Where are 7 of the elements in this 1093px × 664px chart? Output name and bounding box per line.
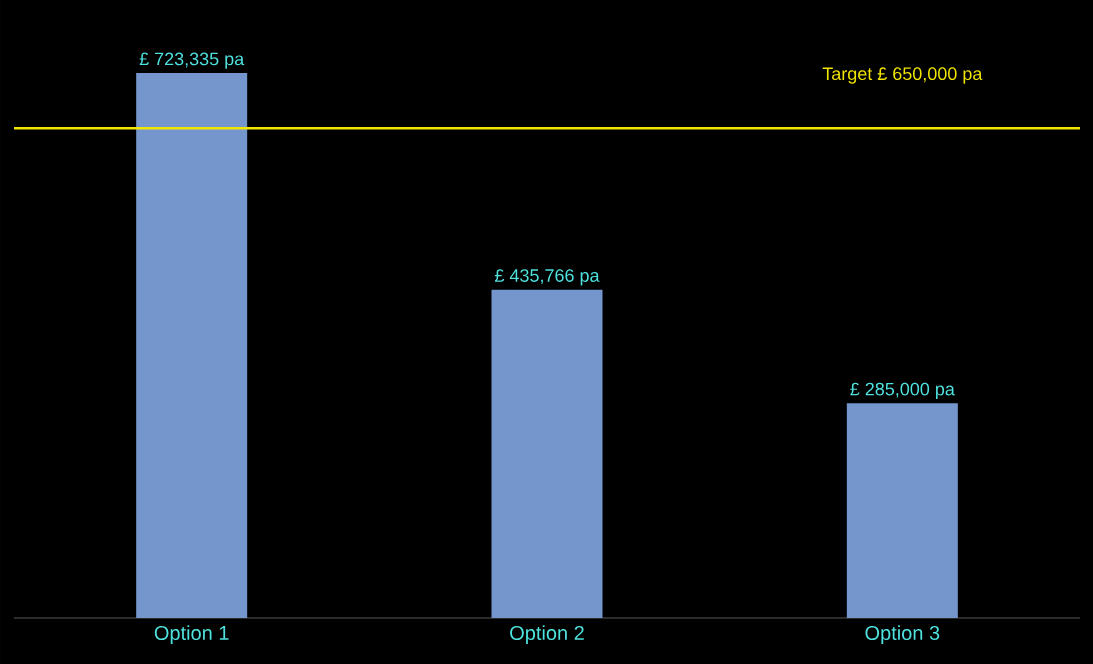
data-label: £ 285,000 pa [850,382,955,400]
x-tick-label: Option 1 [154,625,229,644]
ref-line-label: Target £ 650,000 pa [822,67,983,84]
x-tick-label: Option 2 [510,625,584,644]
data-label: £ 435,766 pa [494,269,600,286]
x-tick-label: Option 3 [865,625,940,644]
data-label: £ 723,335 pa [139,52,245,69]
